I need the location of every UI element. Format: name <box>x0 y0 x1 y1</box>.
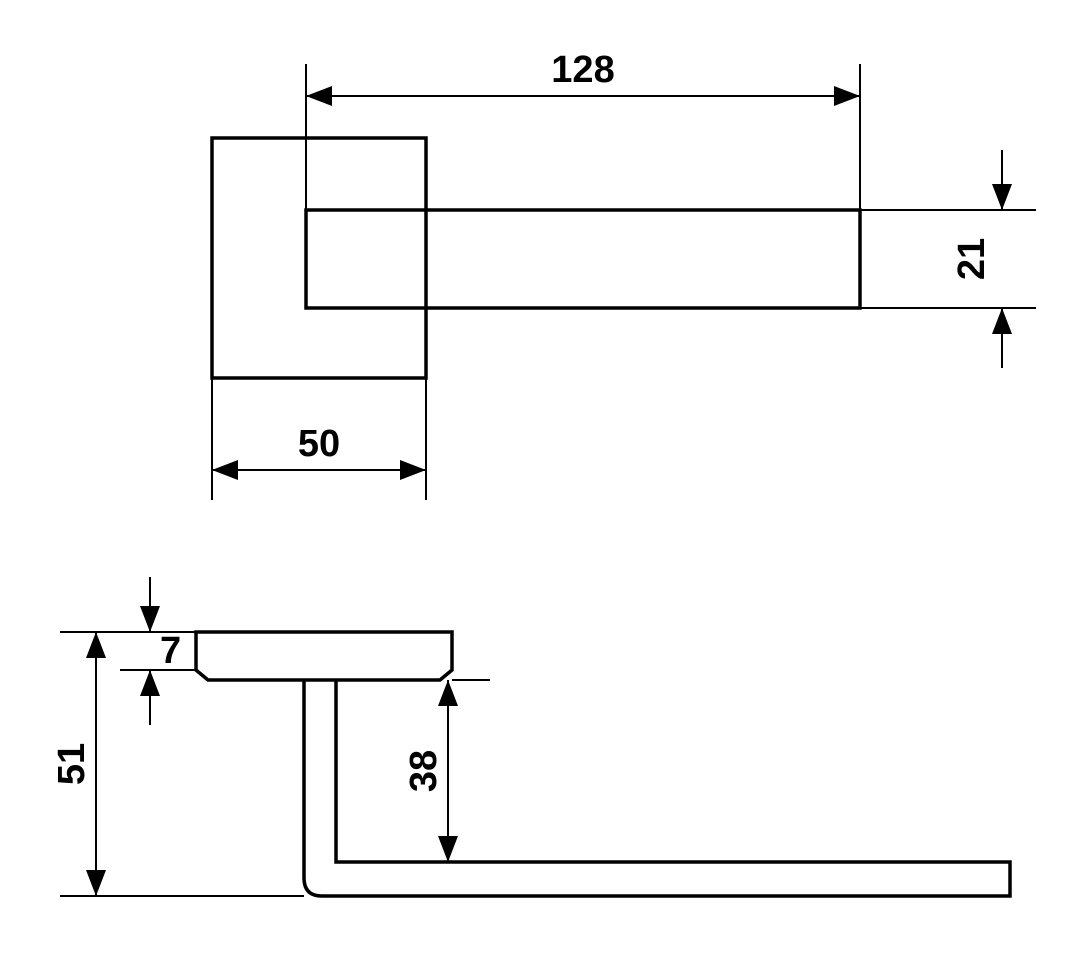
svg-text:7: 7 <box>160 630 181 672</box>
technical-drawing: 128 21 50 51 7 38 <box>0 0 1080 965</box>
svg-text:21: 21 <box>951 238 993 280</box>
svg-text:50: 50 <box>298 423 340 465</box>
svg-text:128: 128 <box>551 49 614 91</box>
svg-text:38: 38 <box>403 750 445 792</box>
svg-text:51: 51 <box>51 743 93 785</box>
